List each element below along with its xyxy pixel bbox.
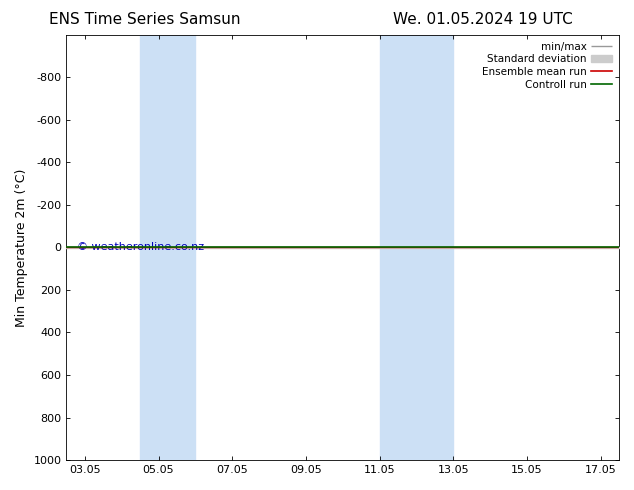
Text: ENS Time Series Samsun: ENS Time Series Samsun	[49, 12, 241, 27]
Bar	[177, 35, 195, 460]
Legend: min/max, Standard deviation, Ensemble mean run, Controll run: min/max, Standard deviation, Ensemble me…	[480, 40, 614, 92]
Bar	[140, 35, 177, 460]
Bar	[417, 35, 453, 460]
Text: © weatheronline.co.nz: © weatheronline.co.nz	[77, 242, 205, 251]
Text: We. 01.05.2024 19 UTC: We. 01.05.2024 19 UTC	[393, 12, 573, 27]
Bar	[380, 35, 417, 460]
Y-axis label: Min Temperature 2m (°C): Min Temperature 2m (°C)	[15, 168, 28, 326]
